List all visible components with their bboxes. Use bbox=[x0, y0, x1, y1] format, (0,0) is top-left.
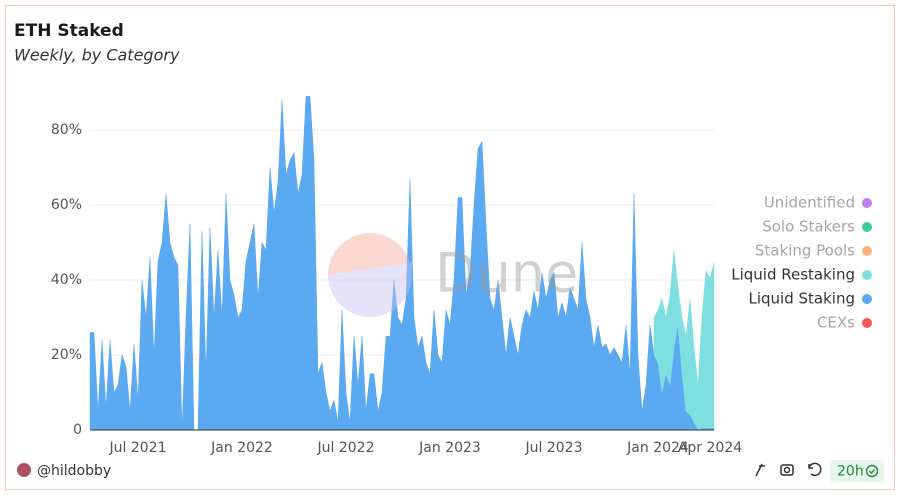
icon-embed[interactable] bbox=[755, 463, 765, 477]
y-tick-label: 20% bbox=[51, 347, 82, 363]
x-tick-label: Jul 2023 bbox=[525, 440, 583, 456]
watermark-logo-bottom bbox=[328, 262, 412, 317]
legend-swatch bbox=[862, 198, 872, 208]
legend-label: Liquid Staking bbox=[749, 290, 856, 308]
legend-label: Solo Stakers bbox=[762, 218, 855, 236]
plot-area: 0 20% 40% 60% 80% Jul 2021 Jan 2022 Jul 2022 Jan… bbox=[51, 96, 742, 456]
toolbar-icons bbox=[755, 462, 822, 477]
watermark-text: Dune bbox=[435, 242, 578, 305]
legend-swatch bbox=[862, 222, 872, 232]
x-tick-label: Jan 2023 bbox=[418, 440, 481, 456]
chart-title: ETH Staked bbox=[14, 21, 124, 41]
x-tick-label: Jul 2022 bbox=[317, 440, 375, 456]
refresh-time: 20h bbox=[837, 464, 864, 480]
x-tick-label: Apr 2024 bbox=[678, 440, 742, 456]
icon-refresh[interactable] bbox=[808, 462, 822, 477]
x-tick-label: Jan 2024 bbox=[626, 440, 689, 456]
legend-label: Staking Pools bbox=[755, 242, 855, 260]
y-tick-label: 40% bbox=[51, 272, 82, 288]
legend-label: Liquid Restaking bbox=[731, 266, 855, 284]
chart-subtitle: Weekly, by Category bbox=[14, 46, 180, 65]
y-tick-label: 80% bbox=[51, 122, 82, 138]
legend-swatch bbox=[862, 246, 872, 256]
refresh-ok-check bbox=[869, 469, 876, 475]
author: @hildobby bbox=[37, 463, 111, 479]
area bbox=[653, 249, 715, 431]
x-tick-label: Jul 2021 bbox=[109, 440, 167, 456]
watermark-logo-top bbox=[328, 233, 412, 275]
y-tick-label: 0 bbox=[73, 422, 82, 438]
icon-screenshot-lens bbox=[783, 466, 791, 474]
y-tick-label: 60% bbox=[51, 197, 82, 213]
legend-swatch bbox=[862, 270, 872, 280]
legend-label: Unidentified bbox=[764, 194, 855, 212]
x-tick-label: Jan 2022 bbox=[210, 440, 273, 456]
icon-screenshot[interactable] bbox=[780, 464, 794, 476]
legend-swatch bbox=[862, 318, 872, 328]
refresh-ok-icon bbox=[865, 464, 879, 478]
watermark: Dune bbox=[328, 233, 578, 317]
legend-swatch bbox=[862, 294, 872, 304]
legend-label: CEXs bbox=[817, 314, 855, 332]
legend: Unidentified Solo Stakers Staking Pools Liq… bbox=[731, 194, 872, 332]
author-avatar bbox=[17, 463, 31, 477]
